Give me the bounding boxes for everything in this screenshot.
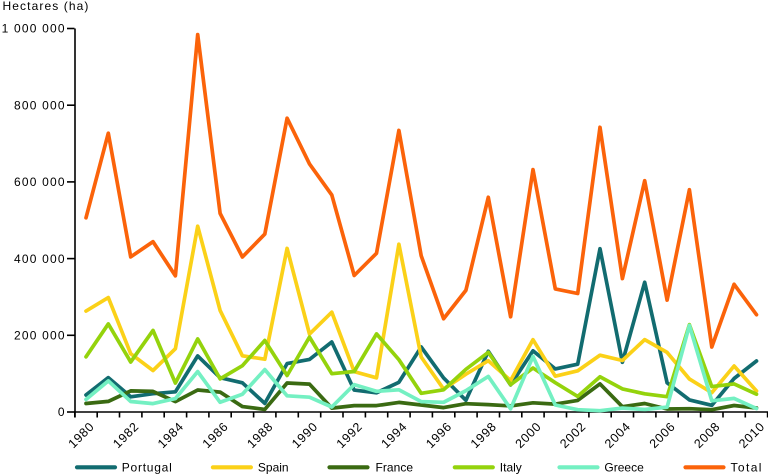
svg-text:Portugal: Portugal (122, 461, 173, 474)
svg-text:Italy: Italy (500, 461, 522, 474)
svg-text:Total: Total (731, 461, 763, 474)
svg-text:Hectares (ha): Hectares (ha) (3, 0, 90, 13)
svg-text:600 000: 600 000 (14, 175, 66, 189)
svg-text:Greece: Greece (604, 461, 644, 474)
svg-text:Spain: Spain (258, 461, 289, 474)
svg-text:400 000: 400 000 (14, 252, 66, 266)
svg-text:1 000 000: 1 000 000 (2, 22, 66, 36)
svg-text:0: 0 (58, 405, 66, 419)
svg-text:France: France (376, 461, 414, 474)
svg-text:200 000: 200 000 (14, 329, 66, 343)
svg-text:800 000: 800 000 (14, 98, 66, 112)
